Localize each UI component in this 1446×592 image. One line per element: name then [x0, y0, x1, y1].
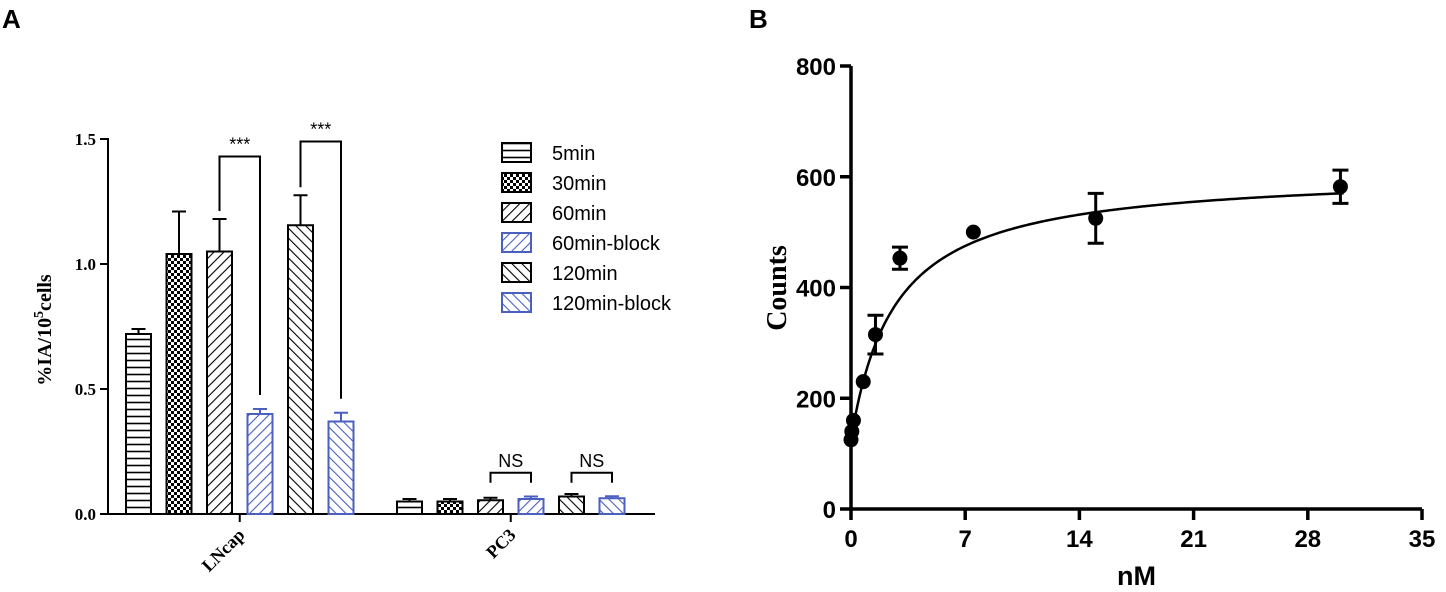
panel-a-y-label-superscript: 5 [32, 311, 47, 318]
panel-a-significance-bracket [218, 155, 261, 395]
panel-b-data-point [844, 423, 860, 439]
panel-a-legend-label: 30min [552, 173, 606, 195]
panel-a-bar [436, 500, 464, 515]
panel-a-bar [206, 250, 233, 515]
panel-b-x-tick-label: 28 [1294, 526, 1321, 553]
panel-a-bar [477, 499, 504, 515]
panel-b-x-tick-label: 35 [1409, 526, 1436, 553]
panel-a-bar [125, 333, 152, 515]
panel-b-letter: B [749, 4, 768, 34]
panel-b-data-point [1088, 210, 1104, 226]
panel-a-significance-bracket [489, 471, 532, 483]
panel-a-y-label-main: %IA/10 [34, 318, 56, 386]
panel-b-data-point [965, 224, 981, 240]
panel-a-bar-chart: 0.0 0.5 1.0 1.5 %IA/105cells LNcap PC3 *** *** NS… [32, 120, 672, 576]
panel-a-bar [287, 224, 314, 515]
panel-a-y-tick-label: 1.0 [75, 255, 96, 274]
panel-a-legend-swatch [501, 292, 532, 313]
panel-a-y-label-tail: cells [34, 274, 56, 311]
panel-b-y-tick-label: 200 [796, 386, 836, 413]
panel-a-significance-bracket [299, 140, 342, 399]
panel-a-legend-swatch [501, 172, 532, 193]
panel-a-legend-label: 60min [552, 203, 606, 225]
panel-a-bar [246, 413, 274, 515]
panel-b-x-tick-label: 7 [959, 526, 972, 553]
panel-a-y-tick-label: 0.0 [75, 505, 96, 524]
panel-a-bar [327, 420, 355, 515]
panel-b-fit-curve [849, 192, 1344, 440]
panel-a-y-tick-label: 1.5 [75, 130, 96, 149]
panel-b-binding-curve: 0 200 400 600 800 0 7 14 21 28 35 nM Counts [762, 54, 1435, 591]
panel-b-x-tick-label: 0 [844, 526, 857, 553]
panel-a-legend-swatch [501, 232, 532, 253]
panel-a-letter: A [2, 4, 21, 34]
panel-b-x-tick-label: 21 [1180, 526, 1207, 553]
panel-a-significance-label: NS [579, 451, 604, 471]
panel-b-data-point [892, 250, 908, 266]
panel-a-y-tick-label: 0.5 [75, 380, 96, 399]
panel-b-y-tick-label: 600 [796, 165, 836, 192]
panel-a-bar [517, 498, 545, 515]
panel-b-x-tick-label: 14 [1066, 526, 1093, 553]
panel-a-significance-bracket [570, 471, 613, 483]
panel-a-bar [598, 497, 626, 515]
panel-b-data-point [1332, 179, 1348, 195]
panel-a-legend-swatch [501, 202, 532, 223]
panel-a-category-label: LNcap [198, 525, 249, 576]
panel-a-y-axis-label: %IA/105cells [32, 274, 56, 386]
panel-b-y-axis-label: Counts [762, 245, 793, 331]
panel-a-legend-label: 120min-block [552, 293, 672, 315]
panel-a-significance-label: NS [498, 451, 523, 471]
panel-a-legend-label: 5min [552, 143, 595, 165]
panel-a-legend-label: 120min [552, 263, 618, 285]
panel-b-data-point [855, 374, 871, 390]
panel-a-significance-label: *** [310, 120, 331, 140]
panel-b-y-tick-label: 800 [796, 54, 836, 81]
panel-a-bar [558, 495, 585, 515]
panel-b-x-axis-label: nM [1117, 561, 1156, 591]
panel-a-significance-label: *** [229, 135, 250, 155]
panel-a-legend-swatch [501, 262, 532, 283]
panel-a-category-label: PC3 [482, 525, 519, 562]
panel-b-y-tick-label: 400 [796, 276, 836, 303]
panel-b-data-point [845, 412, 861, 428]
panel-a-legend-label: 60min-block [552, 233, 661, 255]
panel-b-data-point [867, 327, 883, 343]
panel-a-bar [165, 253, 193, 515]
panel-a-bar [396, 500, 423, 515]
panel-b-y-tick-label: 0 [823, 497, 836, 524]
panel-a-legend-swatch [501, 142, 532, 163]
